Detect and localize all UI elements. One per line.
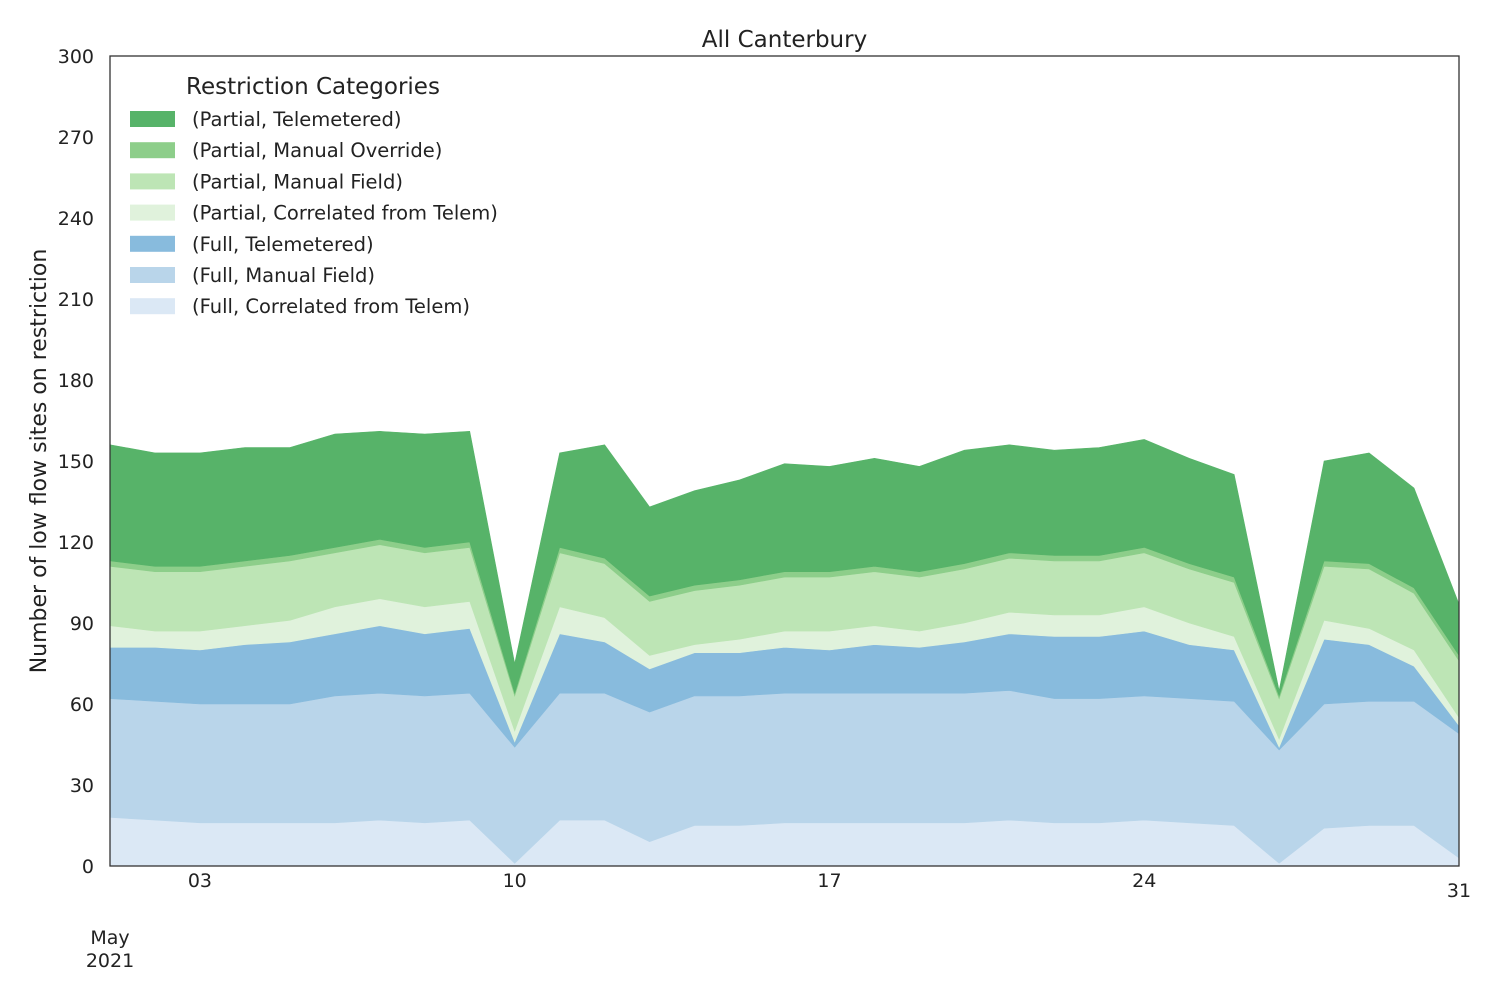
x-tick-label: 17 [817, 870, 841, 892]
legend-label: (Full, Correlated from Telem) [192, 295, 470, 318]
legend-swatch [130, 111, 175, 127]
chart-title: All Canterbury [702, 27, 867, 53]
legend-label: (Partial, Manual Field) [192, 170, 403, 193]
plot-frame [109, 55, 1460, 867]
y-tick-label: 270 [58, 127, 94, 149]
y-tick-label: 120 [58, 532, 94, 554]
y-tick-label: 30 [70, 775, 94, 797]
legend-label: (Partial, Manual Override) [192, 139, 442, 162]
legend-title: Restriction Categories [186, 74, 440, 100]
x-tick-label: 24 [1132, 870, 1156, 892]
x-tick-label: 31 [1447, 880, 1471, 902]
y-tick-label: 150 [58, 451, 94, 473]
y-axis-title: Number of low flow sites on restriction [27, 249, 52, 674]
y-tick-label: 300 [58, 46, 94, 68]
x-axis-ticks: 03 10 17 24 31 [188, 870, 1471, 902]
x-year-label: 2021 [86, 950, 134, 972]
legend: Restriction Categories (Partial, Telemet… [130, 74, 498, 318]
y-tick-label: 210 [58, 289, 94, 311]
legend-label: (Partial, Correlated from Telem) [192, 202, 498, 225]
y-tick-label: 0 [82, 856, 94, 878]
y-tick-label: 60 [70, 694, 94, 716]
y-axis-ticks: 0 30 60 90 120 150 180 210 240 270 300 [58, 46, 94, 878]
legend-swatch [130, 267, 175, 283]
x-tick-label: 03 [188, 870, 212, 892]
areas-layer [109, 430, 1460, 867]
y-tick-label: 240 [58, 208, 94, 230]
x-tick-label: 10 [503, 870, 527, 892]
legend-swatch [130, 204, 175, 221]
y-tick-label: 180 [58, 370, 94, 392]
y-tick-label: 90 [70, 613, 94, 635]
legend-label: (Full, Manual Field) [192, 264, 375, 287]
legend-swatch [130, 173, 175, 190]
legend-items: (Partial, Telemetered) (Partial, Manual O… [130, 108, 498, 318]
legend-label: (Partial, Telemetered) [192, 108, 402, 131]
legend-swatch [130, 142, 175, 159]
legend-swatch [130, 298, 175, 315]
legend-label: (Full, Telemetered) [192, 233, 374, 256]
x-month-label: May [90, 927, 129, 949]
legend-swatch [130, 235, 175, 252]
